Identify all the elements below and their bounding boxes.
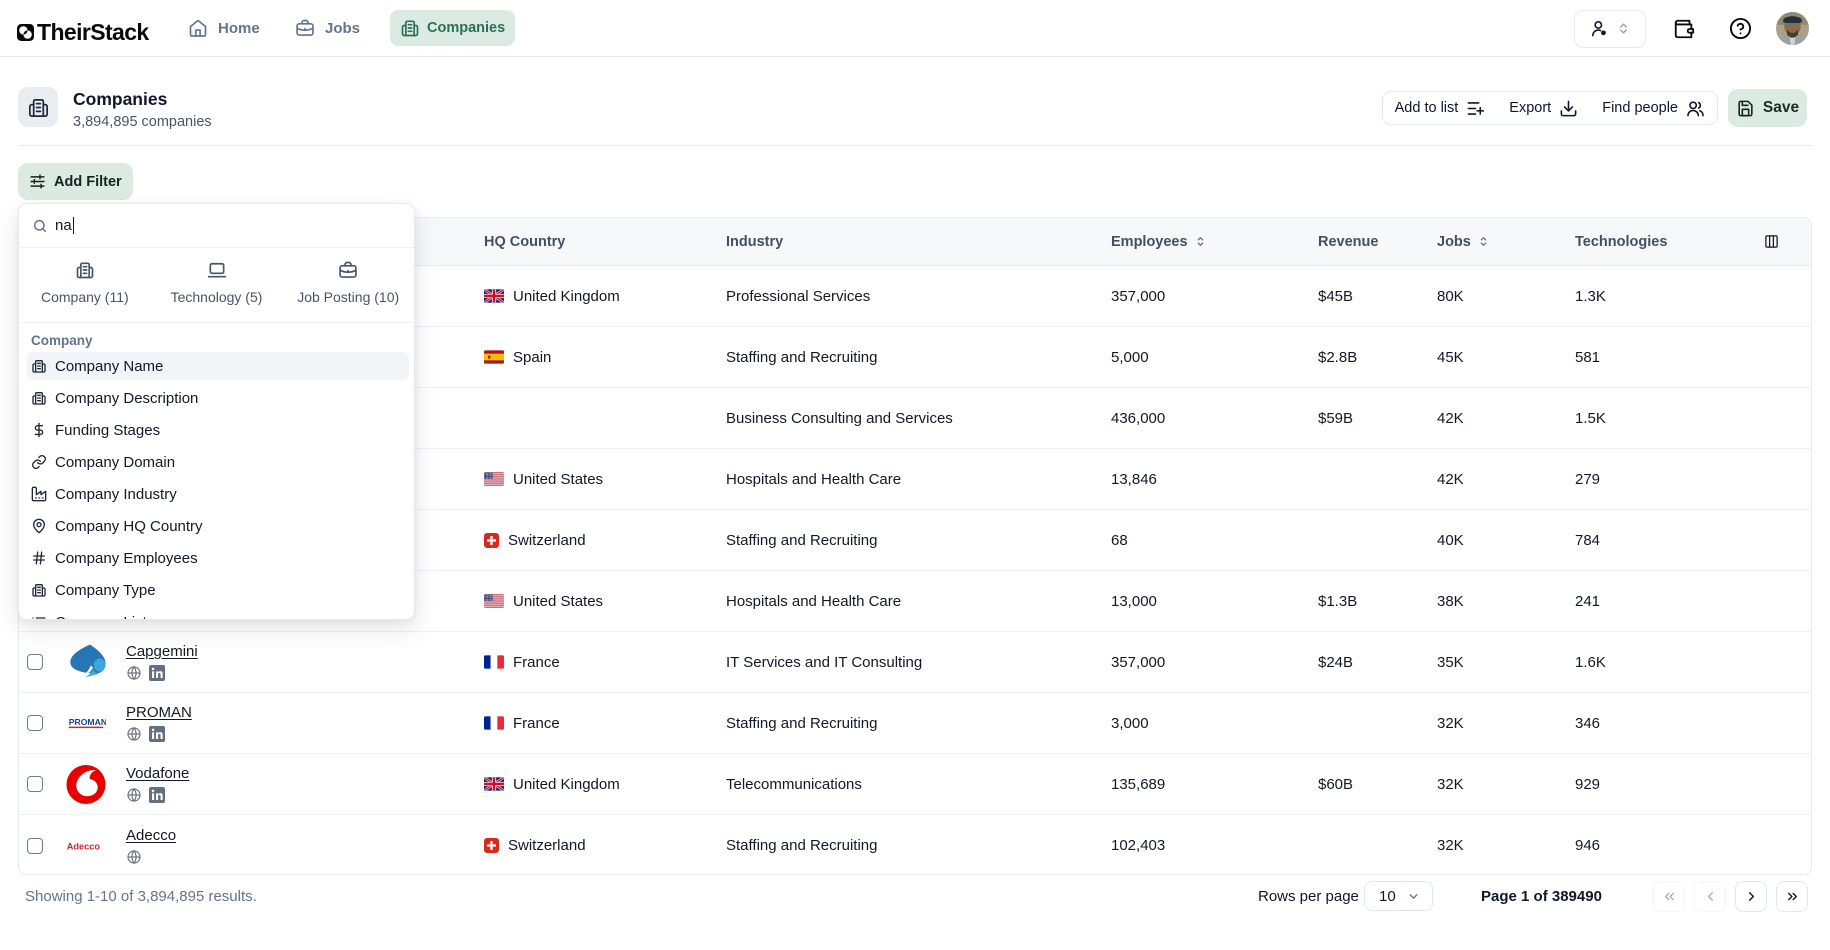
svg-text:Adecco: Adecco xyxy=(67,841,101,851)
svg-text:PROMAN: PROMAN xyxy=(69,717,106,727)
